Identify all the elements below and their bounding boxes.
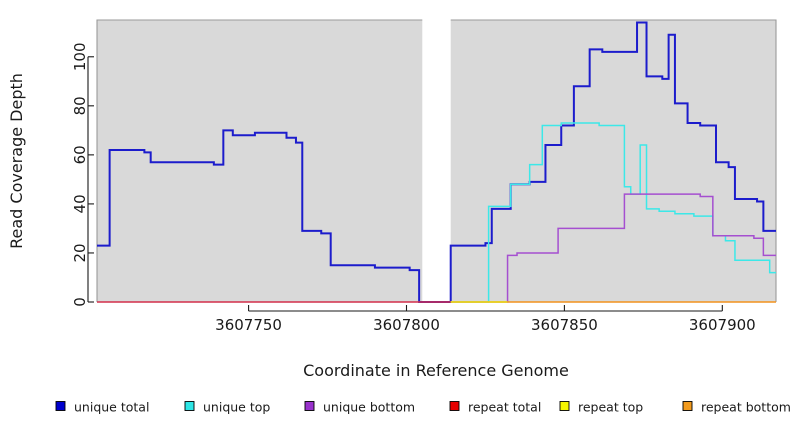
legend-swatch	[682, 401, 693, 411]
y-tick-label: 0	[71, 297, 89, 307]
y-tick-label: 40	[71, 194, 89, 213]
legend-label: unique bottom	[323, 400, 415, 415]
x-axis-title: Coordinate in Reference Genome	[303, 361, 569, 380]
legend-label: unique total	[74, 400, 149, 415]
y-tick-label: 80	[71, 96, 89, 115]
legend-swatch	[184, 401, 195, 411]
legend-label: unique top	[203, 400, 270, 415]
x-tick-label: 3607850	[531, 316, 598, 334]
y-tick-label: 100	[71, 42, 89, 71]
y-axis-title: Read Coverage Depth	[7, 73, 26, 249]
legend-swatch	[304, 401, 315, 411]
legend-item-unique-total: unique total	[55, 400, 149, 415]
legend-label: repeat top	[578, 400, 643, 415]
legend-swatch	[55, 401, 66, 411]
legend-label: repeat bottom	[701, 400, 791, 415]
panel-border	[96, 19, 777, 302]
series-unique-total	[97, 21, 776, 303]
x-tick-label: 3607900	[689, 316, 756, 334]
axis-layer: 0 20 40 60 80 100 3607750 3607800 3607850 3607900	[71, 42, 756, 334]
x-tick-label: 3607800	[373, 316, 440, 334]
legend-item-repeat-top: repeat top	[559, 400, 643, 415]
x-tick-label: 3607750	[215, 316, 282, 334]
legend-item-unique-top: unique top	[184, 400, 270, 415]
plot-panel	[96, 19, 777, 302]
panel-right	[450, 20, 776, 302]
series-layer	[97, 21, 776, 303]
series-unique-top	[450, 122, 776, 303]
legend-item-unique-bottom: unique bottom	[304, 400, 415, 415]
legend-item-repeat-total: repeat total	[449, 400, 541, 415]
series-unique-bottom	[450, 193, 776, 303]
legend-swatch	[559, 401, 570, 411]
legend-item-repeat-bottom: repeat bottom	[682, 400, 791, 415]
legend-swatch	[449, 401, 460, 411]
chart-legend: unique total unique top unique bottom repea…	[55, 400, 791, 415]
y-tick-label: 60	[71, 145, 89, 164]
legend-label: repeat total	[468, 400, 541, 415]
y-tick-label: 20	[71, 243, 89, 262]
panel-left	[97, 20, 423, 302]
